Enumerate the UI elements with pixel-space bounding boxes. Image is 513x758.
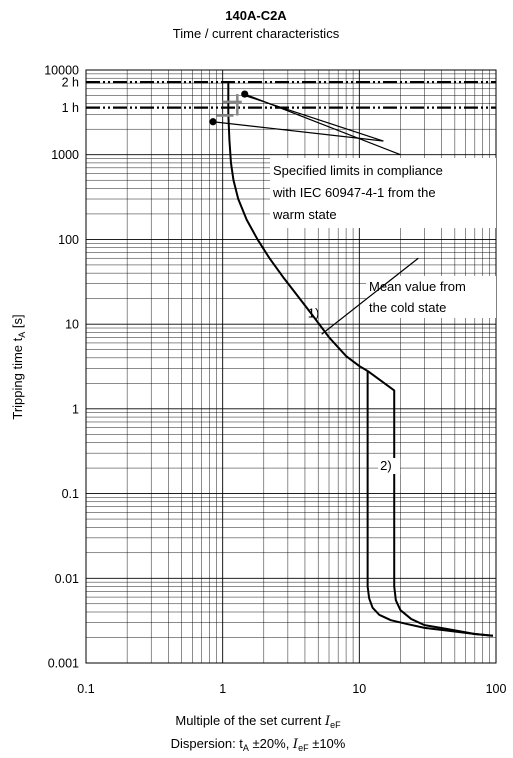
reference-lines [86, 80, 496, 109]
y-tick-label: 0.001 [48, 657, 79, 671]
limit-point-2 [209, 118, 217, 126]
series-line-2 [366, 370, 494, 637]
spec-label-line-2: with IEC 60947-4-1 from the [272, 185, 436, 200]
x-tick-label: 100 [486, 682, 507, 696]
spec-label-box [270, 158, 496, 228]
chart-subtitle: Time / current characteristics [173, 26, 340, 41]
leader-mean [321, 257, 419, 335]
x-tick-label: 0.1 [77, 682, 94, 696]
spec-label-line-1: Specified limits in compliance [273, 163, 443, 178]
dispersion-suffix: ±10% [309, 736, 346, 751]
dispersion-sub-a: A [243, 743, 249, 753]
x-axis-label-symbol: I [324, 714, 331, 729]
y-axis-label: Tripping time tA [s] [10, 314, 27, 419]
chart-title: 140A-C2A [225, 8, 287, 23]
annotation-leaders [212, 93, 419, 335]
series-line-1 [227, 83, 369, 372]
curve-label-2-bg [378, 458, 401, 474]
y-tick-label: 0.01 [55, 572, 79, 586]
series-line-3 [367, 370, 494, 637]
x-axis-label-text: Multiple of the set current [175, 713, 321, 728]
y-axis-label-text: Tripping time t [10, 337, 25, 419]
y-tick-label: 0.1 [62, 487, 79, 501]
y-tick-label: 10000 [44, 64, 79, 78]
y-tick-label: 1000 [51, 148, 79, 162]
leader-spec-3 [244, 94, 384, 142]
plot-frame [85, 69, 497, 664]
dispersion-note: Dispersion: tA ±20%, IeF ±10% [171, 736, 346, 753]
y-tick-label: 2 h [62, 76, 79, 90]
x-tick-label: 10 [352, 682, 366, 696]
dispersion-sub-b: eF [298, 743, 309, 753]
y-tick-label: 100 [58, 233, 79, 247]
dispersion-prefix: Dispersion: t [171, 736, 244, 751]
spec-label-line-3: warm state [272, 207, 337, 222]
x-tick-label: 1 [219, 682, 226, 696]
dispersion-symbol: I [292, 737, 299, 752]
x-axis-label: Multiple of the set current IeF [175, 713, 341, 730]
curve-label-1: 1) [308, 305, 320, 320]
x-tick-labels: 0.1 1 10 100 [77, 682, 506, 696]
x-axis-label-sub: eF [330, 720, 341, 730]
mean-label-line-1: Mean value from [369, 279, 466, 294]
dispersion-mid: ±20%, [249, 736, 293, 751]
y-axis-label-unit: [s] [10, 314, 25, 331]
series-curves [227, 83, 494, 637]
y-tick-label: 10 [65, 318, 79, 332]
mean-label-line-2: the cold state [369, 300, 446, 315]
curve-label-2: 2) [380, 458, 392, 473]
leader-spec-2 [212, 121, 384, 142]
y-axis-label-sub: A [17, 332, 27, 338]
y-tick-label: 1 h [62, 101, 79, 115]
y-tick-label: 1 [72, 402, 79, 416]
